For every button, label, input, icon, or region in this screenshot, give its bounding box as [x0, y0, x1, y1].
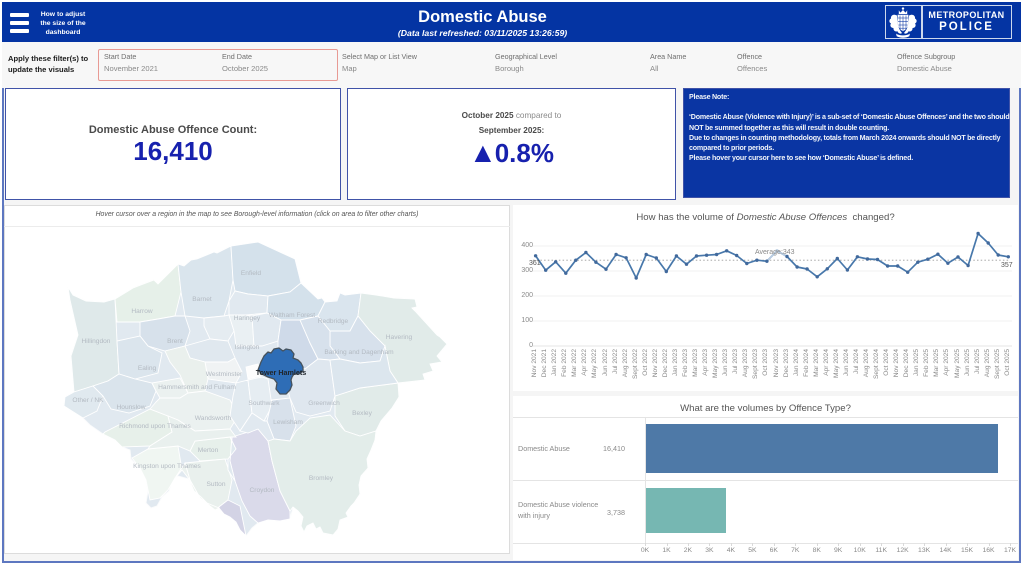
- svg-text:Enfield: Enfield: [241, 270, 261, 277]
- svg-text:Brent: Brent: [167, 338, 183, 345]
- svg-text:Ealing: Ealing: [138, 365, 157, 372]
- svg-text:Havering: Havering: [386, 334, 413, 341]
- svg-text:Southwark: Southwark: [248, 400, 280, 407]
- svg-text:Redbridge: Redbridge: [318, 318, 349, 325]
- svg-text:Tower Hamlets: Tower Hamlets: [256, 368, 307, 377]
- svg-text:Hounslow: Hounslow: [117, 404, 146, 411]
- svg-text:Barnet: Barnet: [192, 296, 212, 303]
- svg-text:Barking and Dagenham: Barking and Dagenham: [324, 349, 394, 356]
- svg-text:Greenwich: Greenwich: [308, 400, 340, 407]
- svg-text:Hammersmith and Fulham: Hammersmith and Fulham: [158, 384, 236, 391]
- svg-text:Croydon: Croydon: [250, 487, 275, 494]
- svg-text:Harrow: Harrow: [131, 308, 152, 315]
- svg-text:Islington: Islington: [235, 344, 260, 351]
- svg-text:Kingston upon Thames: Kingston upon Thames: [133, 463, 201, 470]
- svg-text:Wandsworth: Wandsworth: [195, 415, 232, 422]
- svg-text:Bromley: Bromley: [309, 475, 334, 482]
- svg-text:Other / NK: Other / NK: [72, 397, 104, 404]
- svg-text:Westminster: Westminster: [206, 371, 243, 378]
- svg-text:Bexley: Bexley: [352, 410, 372, 417]
- svg-text:Waltham Forest: Waltham Forest: [269, 312, 315, 319]
- svg-text:Richmond upon Thames: Richmond upon Thames: [119, 423, 191, 430]
- svg-text:Merton: Merton: [198, 447, 219, 454]
- svg-text:Sutton: Sutton: [206, 481, 225, 488]
- svg-text:Hillingdon: Hillingdon: [82, 338, 111, 345]
- svg-text:Lewisham: Lewisham: [273, 419, 303, 426]
- svg-text:Haringey: Haringey: [234, 315, 261, 322]
